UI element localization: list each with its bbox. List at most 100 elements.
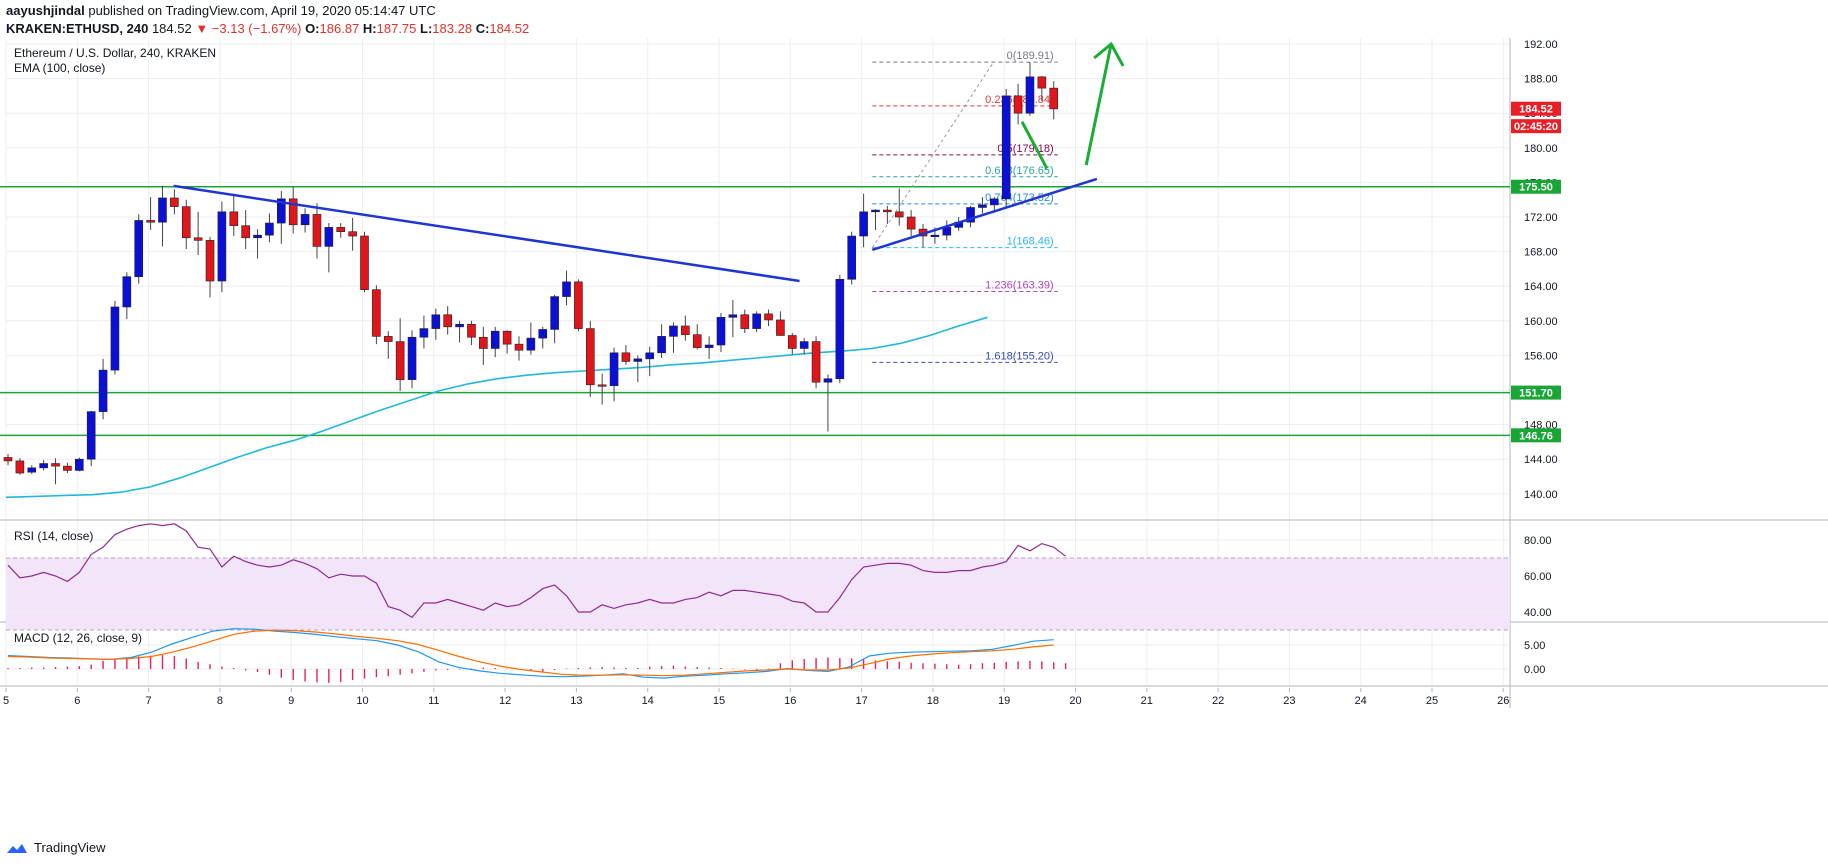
candle-body [1037, 76, 1047, 89]
up-arrow [1084, 43, 1113, 166]
price-badge-text: 184.52 [1519, 104, 1553, 116]
candle-body [514, 343, 524, 351]
footer-brand[interactable]: TradingView [34, 840, 106, 855]
ema-legend: EMA (100, close) [14, 61, 105, 75]
bearish-trend-line [173, 184, 800, 283]
candle-body [253, 234, 262, 239]
candle-body [229, 211, 239, 226]
rsi-tick-label: 80.00 [1524, 535, 1552, 547]
price-tick-label: 160.00 [1524, 316, 1558, 328]
candle-body [146, 220, 155, 223]
candle-body [906, 216, 916, 230]
candle-body [170, 197, 179, 207]
candle-body [847, 235, 857, 280]
candle-body [443, 314, 452, 328]
author-name[interactable]: aayushjindal [6, 3, 85, 18]
candle-body [1025, 76, 1035, 114]
candle-body [692, 334, 702, 348]
candle-body [217, 211, 227, 282]
candle-body [86, 411, 96, 460]
candle-body [407, 336, 417, 380]
x-tick-label: 18 [927, 695, 939, 707]
x-tick-label: 14 [642, 695, 654, 707]
fib-anchor-line [871, 61, 994, 248]
macd-line [7, 628, 1054, 679]
candle-body [728, 314, 738, 318]
price-tick-label: 140.00 [1524, 489, 1558, 501]
candle-body [300, 214, 310, 226]
x-tick-label: 16 [784, 695, 796, 707]
candle-body [431, 314, 441, 329]
candle-body [1049, 87, 1059, 110]
candle-body [859, 211, 868, 237]
candle-body [181, 206, 191, 239]
candle-body [312, 214, 322, 247]
candle-body [1001, 95, 1011, 200]
x-tick-label: 8 [217, 695, 223, 707]
rsi-tick-label: 40.00 [1524, 607, 1552, 619]
candle-body [704, 344, 714, 348]
candle-body [990, 198, 999, 206]
candle-body [63, 465, 72, 471]
candle-body [776, 319, 785, 336]
candle-body [27, 467, 37, 473]
candle-body [193, 237, 203, 241]
price-chart[interactable]: 0(189.91)0.236(184.84)0.5(179.18)0.618(1… [0, 38, 1828, 836]
price-badge-text: 02:45:20 [1514, 121, 1558, 133]
candle-body [835, 278, 845, 380]
candle-body [597, 384, 607, 387]
down-arrow [1020, 121, 1049, 170]
candle-body [1013, 95, 1023, 114]
candle-body [609, 352, 619, 386]
candle-body [419, 328, 429, 338]
price-tick-label: 172.00 [1524, 212, 1558, 224]
x-tick-label: 23 [1283, 695, 1295, 707]
candle-body [787, 335, 797, 349]
candle-body [75, 458, 84, 471]
macd-legend: MACD (12, 26, close, 9) [14, 631, 142, 645]
price-tick-label: 144.00 [1524, 454, 1558, 466]
candle-body [669, 325, 678, 337]
candle-body [538, 329, 548, 339]
x-tick-label: 22 [1212, 695, 1224, 707]
candle-body [158, 197, 167, 223]
x-tick-label: 24 [1355, 695, 1367, 707]
publish-info: aayushjindal published on TradingView.co… [6, 2, 529, 20]
candle-body [645, 352, 655, 360]
candle-body [740, 314, 750, 329]
support-badge-box [1511, 385, 1561, 400]
candle-body [336, 227, 346, 233]
candle-body [764, 313, 773, 321]
candle-body [348, 231, 357, 237]
publish-text: published on TradingView.com, April 19, … [84, 3, 436, 18]
price-badges: 175.50 151.70 146.76 184.52 02:45:20 [1511, 101, 1561, 443]
candle-body [277, 198, 286, 224]
support-badge-box [1511, 179, 1561, 194]
x-tick-label: 21 [1141, 695, 1153, 707]
fib-level-label: 1.236(163.39) [985, 279, 1054, 291]
candle-body [966, 207, 975, 223]
price-badge-box [1511, 101, 1561, 116]
ohlc-summary: KRAKEN:ETHUSD, 240 184.52 ▼ −3.13 (−1.67… [6, 20, 529, 38]
x-tick-label: 7 [146, 695, 152, 707]
fib-level-label: 1.618(155.20) [985, 350, 1054, 362]
rsi-band [6, 558, 1510, 630]
candle-body [752, 313, 761, 329]
support-badge-text: 151.70 [1519, 388, 1553, 400]
x-tick-label: 11 [428, 695, 439, 707]
low-value: 183.28 [432, 21, 473, 36]
candle-body [550, 296, 559, 330]
support-lines [0, 185, 1510, 437]
open-value: 186.87 [319, 21, 360, 36]
rsi-line [7, 523, 1066, 619]
price-tick-label: 192.00 [1524, 39, 1558, 51]
high-value: 187.75 [376, 21, 417, 36]
macd-tick-label: 0.00 [1524, 664, 1545, 676]
candle-body [324, 227, 334, 247]
ema-100-line [5, 316, 988, 499]
candle-body [811, 341, 821, 383]
x-tick-label: 19 [998, 695, 1010, 707]
candle-body [930, 234, 940, 237]
candle-body [871, 209, 880, 213]
candle-body [122, 276, 132, 308]
